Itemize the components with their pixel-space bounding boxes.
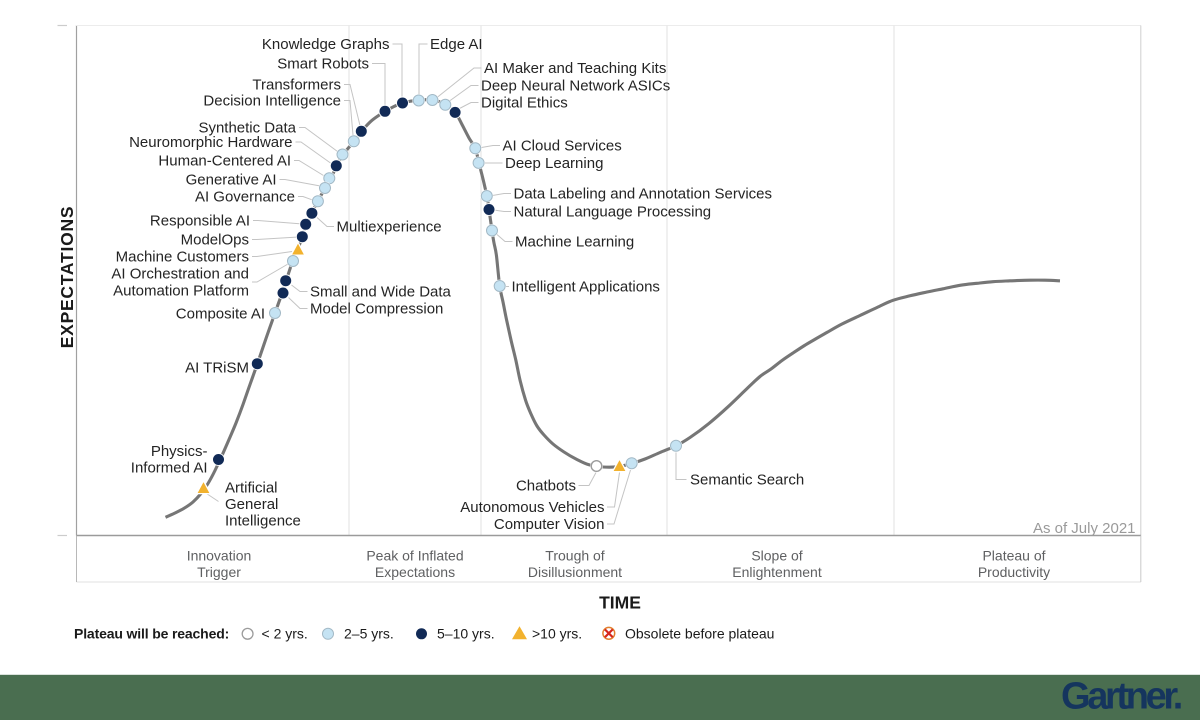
svg-text:Artificial: Artificial bbox=[225, 480, 278, 497]
svg-text:Chatbots: Chatbots bbox=[516, 478, 576, 495]
svg-text:Obsolete before plateau: Obsolete before plateau bbox=[625, 626, 774, 642]
svg-text:AI Governance: AI Governance bbox=[195, 189, 295, 206]
svg-text:Gartner.: Gartner. bbox=[1061, 676, 1181, 718]
svg-text:Plateau will be reached:: Plateau will be reached: bbox=[74, 626, 229, 642]
svg-text:Synthetic Data: Synthetic Data bbox=[198, 120, 296, 137]
svg-text:Automation Platform: Automation Platform bbox=[113, 283, 249, 300]
svg-text:Informed AI: Informed AI bbox=[131, 460, 208, 477]
svg-text:AI TRiSM: AI TRiSM bbox=[185, 360, 249, 377]
svg-text:Composite AI: Composite AI bbox=[176, 306, 265, 323]
svg-text:Deep Learning: Deep Learning bbox=[505, 155, 603, 172]
svg-text:Neuromorphic Hardware: Neuromorphic Hardware bbox=[129, 134, 292, 151]
svg-text:Machine Customers: Machine Customers bbox=[116, 249, 249, 266]
svg-text:Productivity: Productivity bbox=[978, 564, 1050, 580]
svg-text:As of July 2021: As of July 2021 bbox=[1033, 520, 1136, 537]
svg-text:Deep Neural Network ASICs: Deep Neural Network ASICs bbox=[481, 78, 670, 95]
svg-text:General: General bbox=[225, 496, 278, 513]
svg-text:Machine Learning: Machine Learning bbox=[515, 234, 634, 251]
svg-text:ModelOps: ModelOps bbox=[181, 232, 249, 249]
svg-text:Plateau of: Plateau of bbox=[982, 548, 1045, 564]
svg-text:Model Compression: Model Compression bbox=[310, 301, 443, 318]
svg-text:Edge AI: Edge AI bbox=[430, 36, 483, 53]
svg-text:Intelligent Applications: Intelligent Applications bbox=[512, 279, 660, 296]
svg-text:Enlightenment: Enlightenment bbox=[732, 564, 822, 580]
svg-text:>10 yrs.: >10 yrs. bbox=[532, 626, 582, 642]
svg-text:Trough of: Trough of bbox=[545, 548, 605, 564]
svg-text:Responsible AI: Responsible AI bbox=[150, 213, 250, 230]
svg-text:Natural Language Processing: Natural Language Processing bbox=[514, 204, 712, 221]
svg-text:< 2 yrs.: < 2 yrs. bbox=[262, 626, 308, 642]
svg-text:EXPECTATIONS: EXPECTATIONS bbox=[57, 206, 77, 349]
svg-text:Human-Centered AI: Human-Centered AI bbox=[158, 153, 291, 170]
svg-text:TIME: TIME bbox=[599, 593, 641, 613]
svg-text:Generative AI: Generative AI bbox=[186, 172, 277, 189]
svg-text:Innovation: Innovation bbox=[187, 548, 252, 564]
svg-text:AI Orchestration and: AI Orchestration and bbox=[111, 266, 249, 283]
svg-text:Multiexperience: Multiexperience bbox=[337, 219, 442, 236]
svg-text:Disillusionment: Disillusionment bbox=[528, 564, 622, 580]
svg-text:Computer Vision: Computer Vision bbox=[494, 516, 605, 533]
svg-text:Data Labeling and Annotation S: Data Labeling and Annotation Services bbox=[514, 186, 773, 203]
svg-text:Smart Robots: Smart Robots bbox=[277, 56, 369, 73]
svg-text:Expectations: Expectations bbox=[375, 564, 455, 580]
svg-text:Peak of Inflated: Peak of Inflated bbox=[366, 548, 463, 564]
svg-text:Physics-: Physics- bbox=[151, 443, 208, 460]
svg-text:Knowledge Graphs: Knowledge Graphs bbox=[262, 36, 390, 53]
svg-text:Intelligence: Intelligence bbox=[225, 513, 301, 530]
svg-text:Small and Wide Data: Small and Wide Data bbox=[310, 284, 452, 301]
svg-text:Decision Intelligence: Decision Intelligence bbox=[203, 93, 341, 110]
svg-text:AI Cloud Services: AI Cloud Services bbox=[503, 138, 622, 155]
svg-text:Autonomous Vehicles: Autonomous Vehicles bbox=[460, 499, 604, 516]
svg-text:Semantic Search: Semantic Search bbox=[690, 472, 804, 489]
svg-text:AI Maker and Teaching Kits: AI Maker and Teaching Kits bbox=[484, 60, 666, 77]
svg-text:Transformers: Transformers bbox=[252, 77, 341, 94]
svg-text:Slope of: Slope of bbox=[751, 548, 802, 564]
svg-text:Digital Ethics: Digital Ethics bbox=[481, 95, 568, 112]
svg-text:5–10 yrs.: 5–10 yrs. bbox=[437, 626, 495, 642]
svg-text:Trigger: Trigger bbox=[197, 564, 241, 580]
svg-text:2–5 yrs.: 2–5 yrs. bbox=[344, 626, 394, 642]
